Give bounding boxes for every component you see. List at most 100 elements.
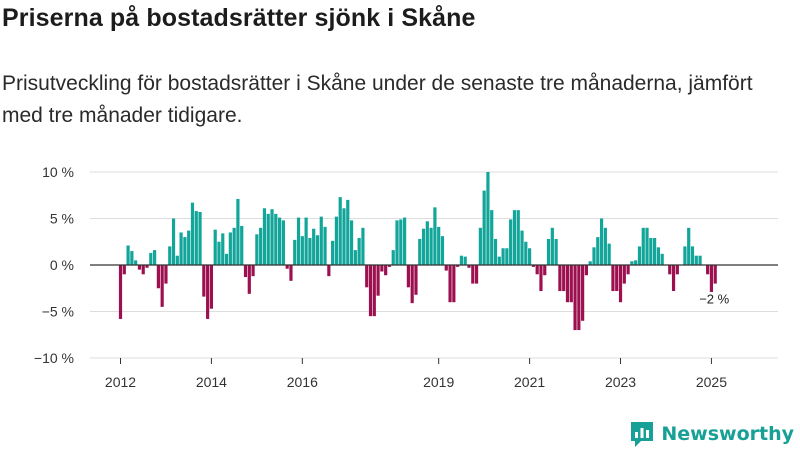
x-tick-label: 2025 xyxy=(696,374,727,390)
bar xyxy=(164,265,168,284)
bar xyxy=(270,209,274,265)
bar xyxy=(365,265,369,288)
bar xyxy=(622,265,626,284)
bar xyxy=(221,233,225,265)
bar xyxy=(607,243,611,265)
bar xyxy=(456,265,460,267)
bar xyxy=(122,265,126,275)
bar xyxy=(683,246,687,265)
bar xyxy=(149,252,153,265)
bar xyxy=(459,255,464,265)
bar xyxy=(588,261,592,265)
bar xyxy=(637,246,642,265)
bar xyxy=(232,227,236,265)
bar xyxy=(671,265,676,292)
bar xyxy=(448,265,452,303)
bar xyxy=(357,238,361,265)
bar xyxy=(346,199,350,265)
bar xyxy=(546,238,551,265)
bar xyxy=(304,217,308,265)
bar xyxy=(308,238,312,265)
bar xyxy=(247,265,251,294)
brand-name: Newsworthy xyxy=(661,423,794,445)
bar xyxy=(463,256,467,265)
bar xyxy=(452,265,456,303)
bar xyxy=(653,238,657,265)
bar xyxy=(418,238,422,265)
bar xyxy=(649,238,653,265)
chart-subtitle: Prisutveckling för bostadsrätter i Skåne… xyxy=(2,72,753,127)
bar xyxy=(281,220,285,265)
bar xyxy=(660,253,664,265)
bar xyxy=(156,265,160,289)
bar xyxy=(395,220,399,265)
bar xyxy=(645,227,649,265)
bar xyxy=(562,265,566,292)
bar xyxy=(577,265,581,331)
bar xyxy=(387,265,392,267)
bar xyxy=(224,253,229,265)
bar xyxy=(569,265,573,303)
bar xyxy=(334,216,339,265)
bar xyxy=(399,219,403,265)
bar xyxy=(535,265,539,275)
bar xyxy=(531,265,535,267)
bar xyxy=(565,265,570,303)
bar xyxy=(554,238,558,265)
bar xyxy=(558,265,562,292)
bar xyxy=(171,218,176,265)
bar xyxy=(493,238,498,265)
y-tick-label: −5 % xyxy=(42,304,74,320)
bar xyxy=(137,265,142,270)
bar xyxy=(550,227,554,265)
bar xyxy=(175,255,179,265)
bar xyxy=(584,265,589,276)
bar xyxy=(706,265,710,275)
bar xyxy=(474,265,479,284)
bar xyxy=(410,265,414,304)
bar xyxy=(134,260,138,265)
bar xyxy=(380,265,384,272)
bar xyxy=(490,210,494,265)
bar xyxy=(368,265,373,317)
bar xyxy=(194,211,198,265)
brand-logo[interactable]: Newsworthy xyxy=(629,420,794,448)
bar xyxy=(615,265,619,292)
bar xyxy=(376,265,380,296)
y-tick-label: 0 % xyxy=(50,257,74,273)
bar xyxy=(539,265,543,292)
x-tick-label: 2012 xyxy=(105,374,136,390)
y-tick-label: 10 % xyxy=(42,164,74,180)
x-tick-label: 2014 xyxy=(196,374,227,390)
bar xyxy=(349,220,354,265)
bar xyxy=(160,265,164,307)
bar xyxy=(323,226,327,265)
bar xyxy=(289,265,293,281)
bar xyxy=(353,250,357,265)
bar xyxy=(300,236,304,265)
bar xyxy=(206,265,210,319)
bar xyxy=(331,240,335,265)
bar xyxy=(217,241,221,265)
bar xyxy=(656,247,660,265)
bar xyxy=(429,227,433,265)
bar xyxy=(509,219,513,265)
bar xyxy=(274,213,278,265)
bar xyxy=(414,265,418,295)
bar xyxy=(478,227,482,265)
bar xyxy=(573,265,577,331)
last-value-label: −2 % xyxy=(699,292,729,307)
bar xyxy=(278,217,282,265)
bar xyxy=(243,265,248,278)
bar xyxy=(293,239,297,265)
bar xyxy=(403,217,407,265)
bar xyxy=(391,250,395,265)
bar xyxy=(528,248,532,265)
bar xyxy=(251,265,255,277)
bar xyxy=(440,236,445,265)
bar xyxy=(603,227,607,265)
bar xyxy=(516,210,520,265)
bar xyxy=(130,251,134,265)
bar xyxy=(421,228,426,265)
newsworthy-logo-icon xyxy=(631,422,654,447)
